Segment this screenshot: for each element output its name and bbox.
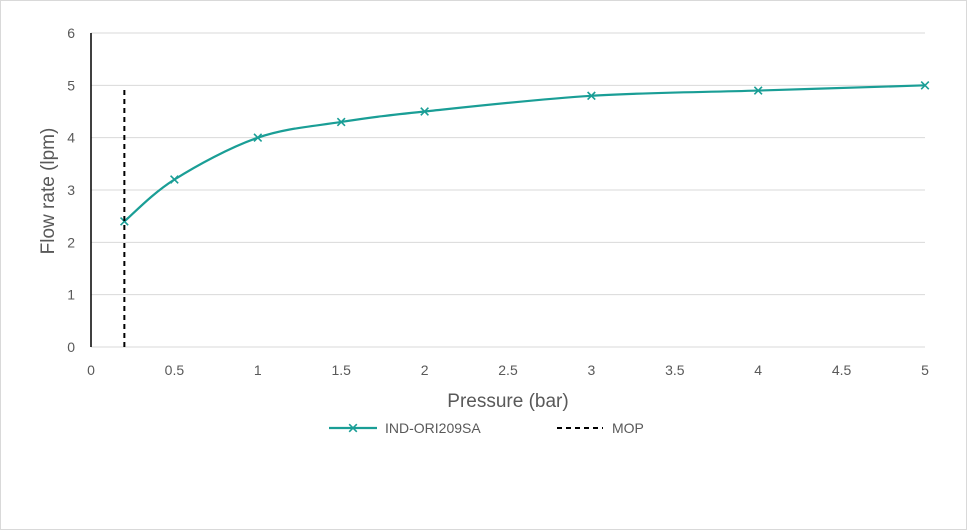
y-tick-labels: 0 1 2 3 4 5 6: [67, 25, 75, 355]
y-tick-label-5: 5: [67, 77, 75, 93]
y-tick-label-4: 4: [67, 130, 75, 146]
x-tick-label-0: 0: [87, 362, 95, 378]
legend-item-1: MOP: [557, 420, 644, 436]
gridlines: [91, 32, 925, 296]
legend-label-0: IND-ORI209SA: [385, 420, 481, 436]
data-point-0.2: [119, 217, 129, 226]
data-point-4: [753, 86, 763, 95]
x-tick-label-2: 2: [421, 362, 429, 378]
y-axis-title: Flow rate (lpm): [38, 128, 59, 255]
x-tick-label-4: 4: [754, 362, 762, 378]
data-point-0.5: [170, 175, 179, 184]
x-tick-label-2.5: 2.5: [498, 362, 518, 378]
legend: IND-ORI209SA MOP: [329, 420, 644, 436]
x-tick-label-1: 1: [254, 362, 262, 378]
y-tick-label-0: 0: [67, 339, 75, 355]
y-tick-label-2: 2: [67, 234, 75, 250]
x-tick-label-3.5: 3.5: [665, 362, 685, 378]
legend-marker-0: [348, 423, 358, 433]
x-tick-label-1.5: 1.5: [331, 362, 351, 378]
data-point-2: [420, 107, 429, 116]
plot-area: [119, 80, 930, 347]
legend-item-0: IND-ORI209SA: [329, 420, 481, 436]
x-tick-label-3: 3: [588, 362, 596, 378]
data-point-1.5: [336, 117, 346, 127]
axes: [90, 33, 925, 348]
data-point-3: [587, 91, 596, 101]
x-axis-title: Pressure (bar): [447, 391, 568, 412]
x-tick-label-0.5: 0.5: [165, 362, 185, 378]
data-point-1: [253, 133, 263, 143]
y-tick-label-6: 6: [67, 25, 75, 41]
x-tick-label-4.5: 4.5: [832, 362, 852, 378]
y-tick-label-3: 3: [67, 182, 75, 198]
y-tick-label-1: 1: [67, 287, 75, 303]
data-point-5: [920, 80, 930, 90]
x-tick-label-5: 5: [921, 362, 929, 378]
x-tick-labels: 0 0.5 1 1.5 2 2.5 3 3.5 4 4.5 5: [87, 362, 929, 378]
series-line-0: [123, 84, 926, 223]
legend-label-1: MOP: [612, 420, 644, 436]
